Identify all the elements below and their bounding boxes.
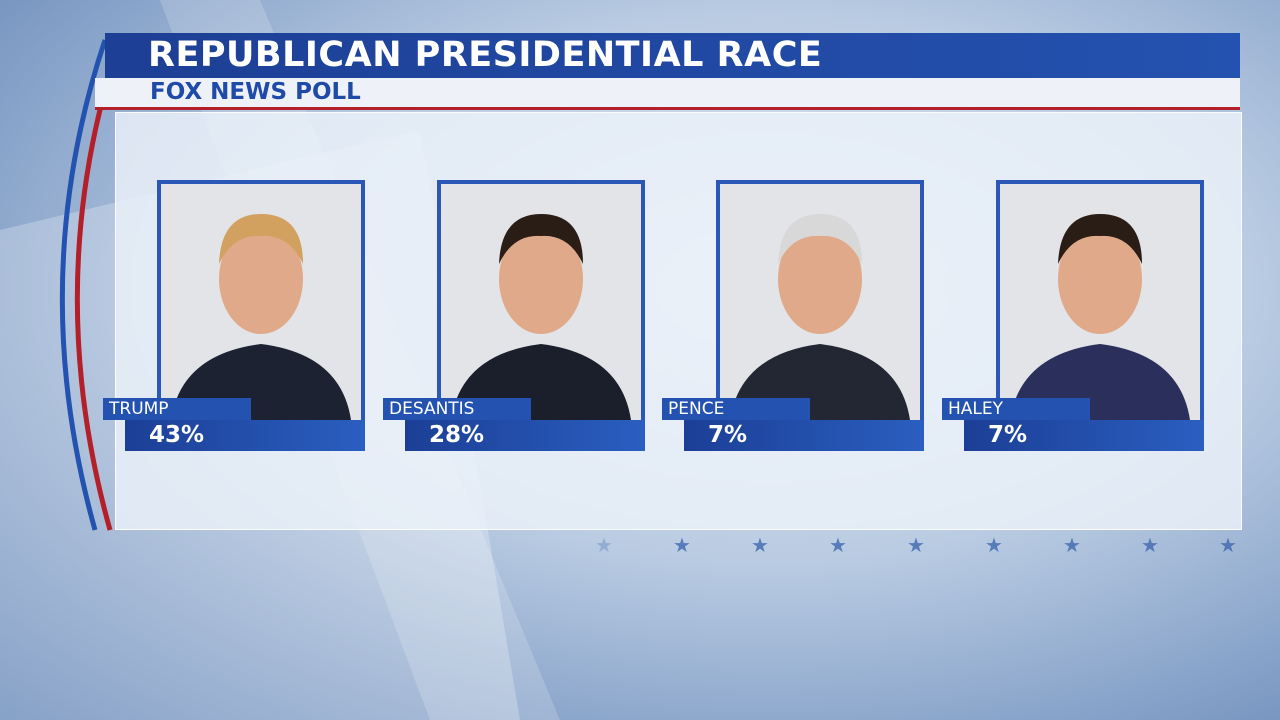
- candidate-name: PENCE: [662, 398, 810, 420]
- portrait: [161, 184, 361, 420]
- portrait: [720, 184, 920, 420]
- title: REPUBLICAN PRESIDENTIAL RACE: [148, 35, 823, 75]
- star: ★: [751, 533, 769, 557]
- candidate-photo: [157, 180, 365, 420]
- candidate-card: 7% PENCE: [662, 180, 924, 452]
- star: ★: [1063, 533, 1081, 557]
- candidate-result: 7%: [964, 420, 1204, 451]
- candidate-result: 43%: [125, 420, 365, 451]
- star: ★: [595, 533, 613, 557]
- star: ★: [1219, 533, 1237, 557]
- portrait: [1000, 184, 1200, 420]
- subtitle: FOX NEWS POLL: [150, 79, 361, 105]
- title-bar: [105, 33, 1240, 78]
- candidate-card: 28% DESANTIS: [383, 180, 645, 452]
- star: ★: [985, 533, 1003, 557]
- candidate-result: 28%: [405, 420, 645, 451]
- candidate-photo: [996, 180, 1204, 420]
- candidate-result: 7%: [684, 420, 924, 451]
- candidate-name: HALEY: [942, 398, 1090, 420]
- candidate-photo: [437, 180, 645, 420]
- candidate-name: DESANTIS: [383, 398, 531, 420]
- candidate-card: 43% TRUMP: [103, 180, 365, 452]
- star: ★: [1141, 533, 1159, 557]
- star: ★: [829, 533, 847, 557]
- candidate-photo: [716, 180, 924, 420]
- star: ★: [907, 533, 925, 557]
- star: ★: [673, 533, 691, 557]
- portrait: [441, 184, 641, 420]
- candidate-name: TRUMP: [103, 398, 251, 420]
- candidate-card: 7% HALEY: [942, 180, 1204, 452]
- subtitle-bar: [95, 78, 1240, 110]
